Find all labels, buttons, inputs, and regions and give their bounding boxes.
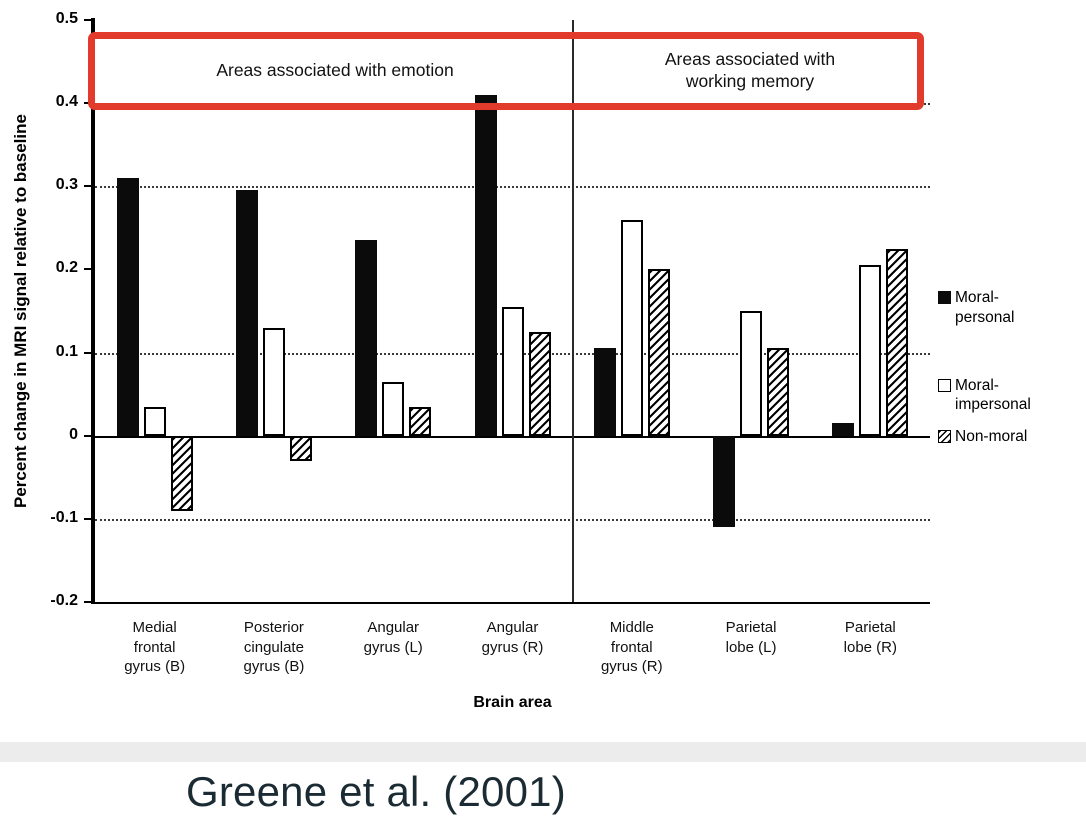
legend-item: Moral- personal [938,288,1084,328]
bar-hatch [409,406,432,436]
legend-swatch-black [938,291,951,304]
bar-white [740,311,763,436]
caption-text: Greene et al. (2001) [186,768,566,815]
caption-band: Greene et al. (2001) [0,762,1086,839]
bar-black [713,435,736,528]
bar-hatch [647,269,670,436]
legend-item-label: Moral- impersonal [955,376,1031,414]
legend-swatch-white [938,378,951,392]
y-tick-mark [84,268,94,271]
emotion-section-label: Areas associated with emotion [216,60,454,80]
x-axis-spine [91,602,930,604]
bar-white [859,265,882,436]
category-label: Middle frontal gyrus (R) [600,619,663,675]
bar-white [501,306,524,436]
bar-white [382,381,405,436]
y-tick-label: 0.3 [55,176,78,194]
y-tick-mark [84,351,94,354]
gridline [95,518,930,521]
legend: Moral- personal Moral- impersonal Non-mora… [938,288,1084,447]
category-label: Parietal lobe (L) [725,619,777,656]
bar-black [235,190,258,436]
y-tick-label: 0 [69,425,78,443]
x-axis-title: Brain area [473,694,552,711]
category-label: Parietal lobe (R) [843,619,898,656]
y-tick-label: 0.4 [55,93,78,111]
y-axis-spine [91,18,95,604]
bar-black [474,94,497,436]
working-memory-section-label: Areas associated with working memory [664,49,836,91]
category-label: Medial frontal gyrus (B) [124,619,186,675]
bar-white [143,406,166,436]
bar-black [355,240,378,436]
figure-panel: Percent change in MRI signal relative to… [0,0,1086,742]
legend-item-label: Non-moral [955,428,1028,446]
bar-hatch [170,435,193,511]
bar-hatch [289,435,312,461]
y-tick-label: 0.2 [55,259,78,277]
y-tick-label: -0.1 [50,508,78,526]
bar-black [832,423,855,436]
y-tick-mark [84,185,94,188]
zero-line [95,435,930,438]
bar-hatch [886,248,909,436]
legend-swatch-hatch [938,430,951,444]
category-label: Angular gyrus (L) [363,619,423,656]
legend-item: Moral- impersonal [938,376,1084,416]
y-tick-mark [84,19,94,21]
y-tick-mark [84,601,94,603]
bar-white [620,219,643,436]
plot-area: Areas associated with emotion Areas asso… [88,20,930,602]
bar-black [116,177,139,436]
section-divider [572,20,575,602]
y-tick-label: -0.2 [50,592,78,609]
highlight-box [88,32,924,110]
y-tick-label: 0.5 [55,10,78,27]
bar-hatch [767,348,790,436]
bar-hatch [528,331,551,436]
legend-item-label: Moral- personal [955,289,1015,326]
y-tick-label: 0.1 [55,342,78,360]
gridline [95,186,930,189]
bar-black [593,348,616,436]
category-label: Angular gyrus (R) [481,619,544,656]
bar-white [262,327,285,436]
y-tick-mark [84,434,94,437]
category-label: Posterior cingulate gyrus (B) [243,619,305,675]
legend-item: Non-moral [938,427,1084,447]
y-tick-mark [84,517,94,520]
